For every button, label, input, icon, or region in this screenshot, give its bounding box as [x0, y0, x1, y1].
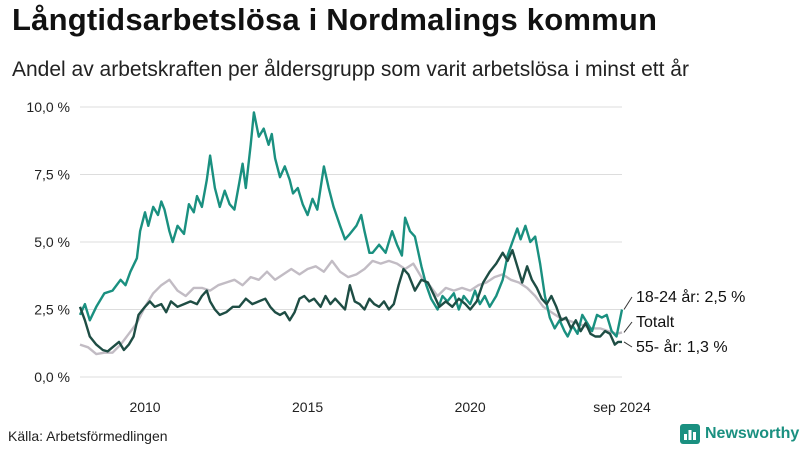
- x-tick-label: sep 2024: [593, 399, 651, 415]
- newsworthy-chart-icon: [680, 424, 700, 444]
- x-tick-label: 2010: [129, 399, 160, 415]
- end-label-older: 55- år: 1,3 %: [636, 338, 728, 356]
- brand-logo: Newsworthy: [680, 424, 799, 444]
- label-layer: 0,0 % 2,5 % 5,0 % 7,5 % 10,0 % 2010 2015 2020 se…: [26, 99, 745, 415]
- end-label-youth: 18-24 år: 2,5 %: [636, 288, 745, 306]
- end-label-leader-youth: [623, 296, 633, 310]
- x-tick-label: 2020: [455, 399, 486, 415]
- series-line-youth: [78, 111, 624, 338]
- end-label-leader-total: [623, 321, 633, 333]
- end-label-total: Totalt: [636, 314, 675, 331]
- chart-subtitle: Andel av arbetskraften per åldersgrupp s…: [12, 58, 689, 81]
- y-tick-label: 0,0 %: [34, 369, 70, 385]
- end-label-leader-older: [623, 341, 633, 348]
- y-tick-label: 2,5 %: [34, 302, 70, 318]
- grid-layer: [80, 106, 622, 378]
- x-tick-label: 2015: [292, 399, 323, 415]
- y-tick-label: 5,0 %: [34, 234, 70, 250]
- source-note: Källa: Arbetsförmedlingen: [8, 428, 168, 444]
- series-layer: [78, 111, 624, 356]
- brand-name: Newsworthy: [705, 425, 800, 442]
- y-tick-label: 7,5 %: [34, 167, 70, 183]
- y-tick-label: 10,0 %: [26, 99, 70, 115]
- series-line-older: [78, 248, 622, 353]
- chart-title: Långtidsarbetslösa i Nordmalings kommun: [12, 2, 658, 37]
- series-line-total: [79, 259, 623, 356]
